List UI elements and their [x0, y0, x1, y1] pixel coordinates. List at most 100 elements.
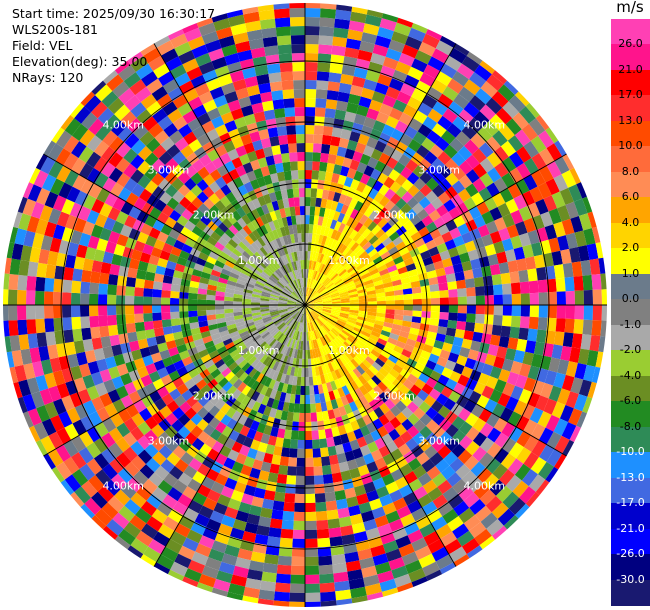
velocity-gate: [336, 282, 346, 289]
velocity-gate: [66, 186, 81, 203]
velocity-gate: [447, 101, 464, 117]
range-ring-label: 3.00km: [148, 434, 190, 447]
velocity-gate: [452, 166, 466, 181]
velocity-gate: [259, 580, 276, 592]
velocity-gate: [125, 404, 139, 418]
velocity-gate: [260, 461, 272, 473]
velocity-gate: [324, 363, 331, 374]
velocity-gate: [301, 233, 305, 243]
velocity-gate: [260, 305, 270, 308]
velocity-gate: [394, 299, 404, 305]
velocity-gate: [260, 137, 272, 149]
velocity-gate: [242, 162, 254, 174]
velocity-gate: [409, 352, 421, 363]
velocity-gate: [318, 286, 326, 294]
velocity-gate: [124, 461, 140, 477]
velocity-gate: [429, 452, 444, 466]
velocity-gate: [381, 13, 399, 23]
velocity-gate: [227, 498, 242, 511]
velocity-gate: [112, 398, 126, 413]
velocity-gate: [422, 94, 438, 109]
velocity-gate: [385, 548, 402, 562]
velocity-gate: [409, 384, 422, 396]
velocity-gate: [295, 260, 300, 270]
velocity-gate: [242, 336, 253, 345]
velocity-gate: [519, 316, 530, 329]
velocity-gate: [223, 140, 236, 153]
velocity-gate: [146, 493, 163, 509]
velocity-gate: [179, 298, 189, 305]
velocity-gate: [227, 345, 238, 355]
velocity-gate: [410, 444, 424, 458]
velocity-gate: [23, 411, 34, 428]
velocity-gate: [143, 546, 161, 563]
velocity-gate: [127, 267, 138, 279]
velocity-gate: [391, 279, 402, 287]
velocity-gate: [263, 319, 273, 326]
velocity-gate: [311, 311, 318, 319]
velocity-gate: [165, 363, 177, 375]
velocity-gate: [374, 515, 389, 528]
velocity-gate: [36, 404, 51, 423]
velocity-gate: [363, 78, 378, 92]
velocity-gate: [188, 231, 200, 242]
velocity-gate: [405, 437, 419, 451]
velocity-gate: [314, 282, 321, 291]
velocity-gate: [344, 363, 353, 373]
velocity-gate: [159, 191, 173, 205]
velocity-gate: [379, 195, 390, 208]
velocity-gate: [358, 192, 368, 204]
velocity-gate: [279, 373, 287, 384]
velocity-gate: [178, 472, 193, 487]
velocity-gate: [319, 573, 335, 584]
velocity-gate: [143, 47, 161, 64]
velocity-gate: [463, 399, 477, 413]
velocity-gate: [263, 174, 273, 186]
velocity-gate: [217, 494, 231, 507]
velocity-gate: [370, 272, 381, 280]
velocity-gate: [239, 330, 249, 338]
velocity-gate: [287, 300, 297, 304]
velocity-gate: [317, 328, 323, 338]
velocity-gate: [493, 294, 503, 305]
velocity-gate: [235, 321, 246, 328]
velocity-gate: [442, 508, 459, 524]
velocity-gate: [319, 337, 326, 347]
velocity-gate: [310, 197, 317, 207]
azimuth-spoke: [304, 43, 457, 306]
velocity-gate: [152, 144, 167, 159]
velocity-gate: [341, 533, 356, 546]
velocity-gate: [188, 96, 203, 111]
velocity-gate: [267, 348, 276, 358]
velocity-gate: [305, 170, 313, 180]
velocity-gate: [289, 309, 298, 316]
velocity-gate: [157, 479, 173, 495]
velocity-gate: [370, 252, 381, 261]
velocity-gate: [157, 71, 175, 87]
velocity-gate: [443, 144, 458, 159]
velocity-gate: [153, 273, 165, 283]
velocity-gate: [305, 322, 308, 332]
velocity-gate: [197, 299, 207, 305]
velocity-gate: [307, 287, 312, 297]
velocity-gate: [252, 267, 262, 276]
velocity-gate: [325, 280, 333, 289]
velocity-gate: [377, 218, 388, 229]
velocity-gate: [330, 273, 339, 281]
velocity-gate: [442, 108, 458, 124]
velocity-gate: [437, 115, 453, 131]
velocity-gate: [238, 228, 249, 239]
velocity-gate: [312, 251, 317, 261]
velocity-gate: [412, 131, 427, 145]
velocity-gate: [347, 569, 364, 581]
velocity-gate: [328, 390, 336, 401]
velocity-gate: [198, 573, 217, 588]
velocity-gate: [274, 331, 283, 340]
velocity-gate: [345, 560, 362, 572]
velocity-gate: [305, 71, 318, 81]
velocity-gate: [282, 289, 291, 296]
velocity-gate: [296, 302, 305, 305]
colorbar-tick-label: -30.0: [616, 572, 645, 586]
velocity-gate: [351, 329, 362, 337]
velocity-gate: [334, 220, 342, 232]
